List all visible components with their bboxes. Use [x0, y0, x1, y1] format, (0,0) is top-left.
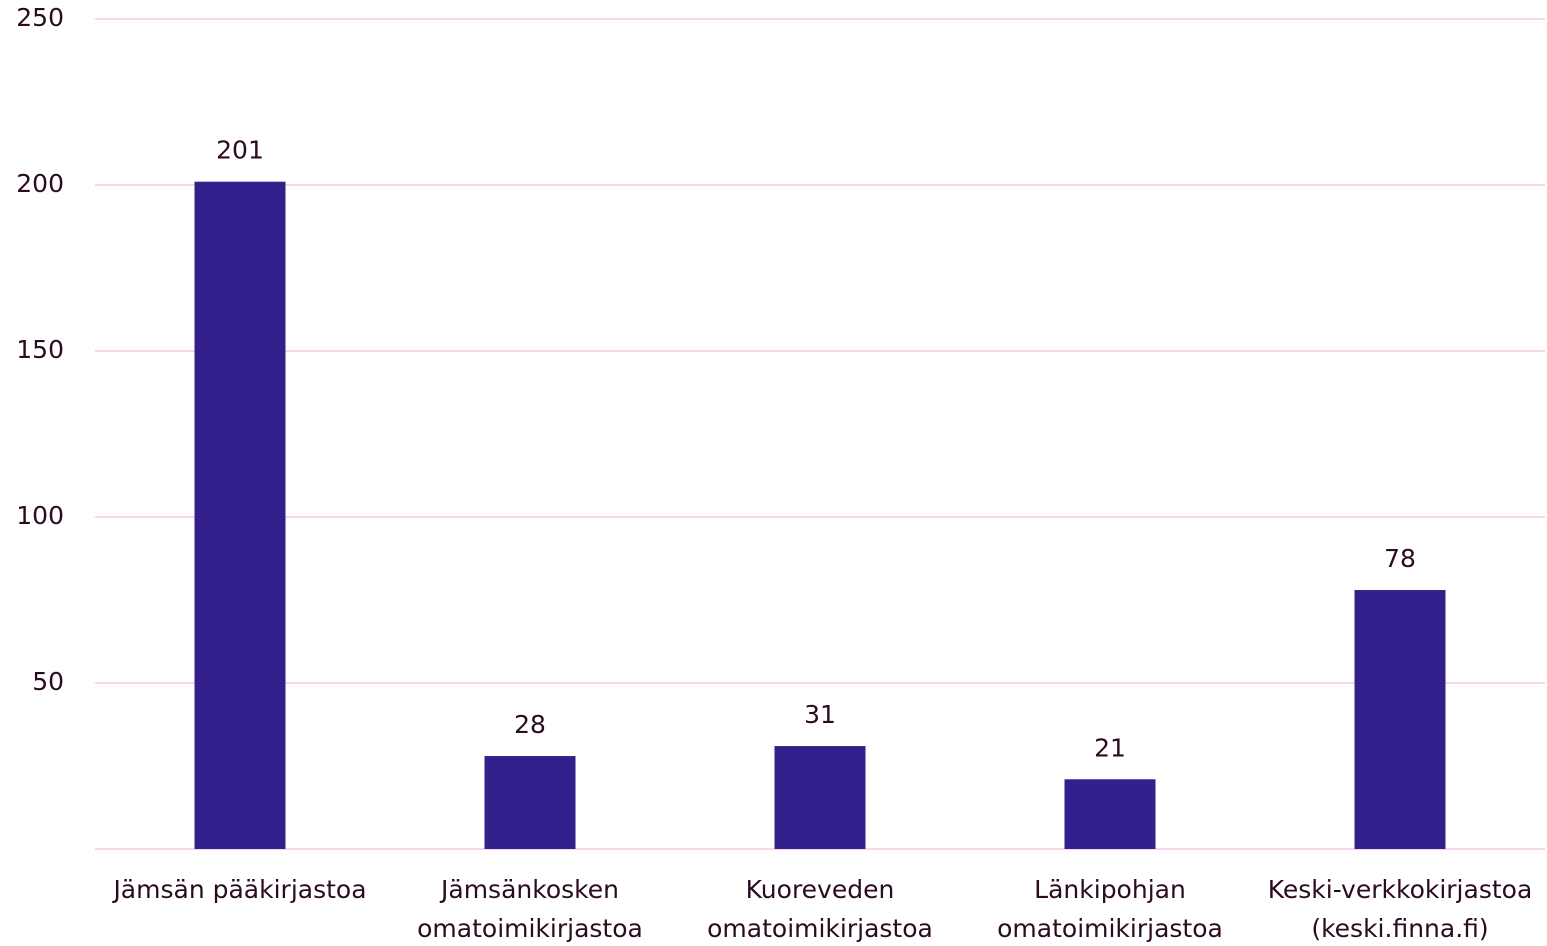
- bar: [194, 181, 286, 849]
- x-tick-label: Keski-verkkokirjastoa (keski.finna.fi): [1268, 875, 1533, 943]
- bar: [1064, 779, 1156, 849]
- y-tick-label: 150: [16, 335, 64, 364]
- y-tick-label: 50: [32, 667, 64, 696]
- bar: [774, 746, 866, 849]
- x-tick-label: Jämsän pääkirjastoa: [111, 875, 366, 904]
- data-label: 28: [514, 710, 546, 739]
- data-label: 31: [804, 700, 836, 729]
- x-tick-label: Länkipohjan omatoimikirjastoa: [997, 875, 1223, 943]
- x-tick-label: Kuoreveden omatoimikirjastoa: [707, 875, 933, 943]
- y-tick-label: 100: [16, 501, 64, 530]
- data-label: 201: [216, 136, 264, 165]
- data-label: 78: [1384, 544, 1416, 573]
- y-tick-label: 250: [16, 3, 64, 32]
- data-label: 21: [1094, 733, 1126, 762]
- bar: [484, 756, 576, 849]
- x-tick-label: Jämsänkosken omatoimikirjastoa: [417, 875, 643, 943]
- bar: [1354, 590, 1446, 849]
- y-tick-label: 200: [16, 169, 64, 198]
